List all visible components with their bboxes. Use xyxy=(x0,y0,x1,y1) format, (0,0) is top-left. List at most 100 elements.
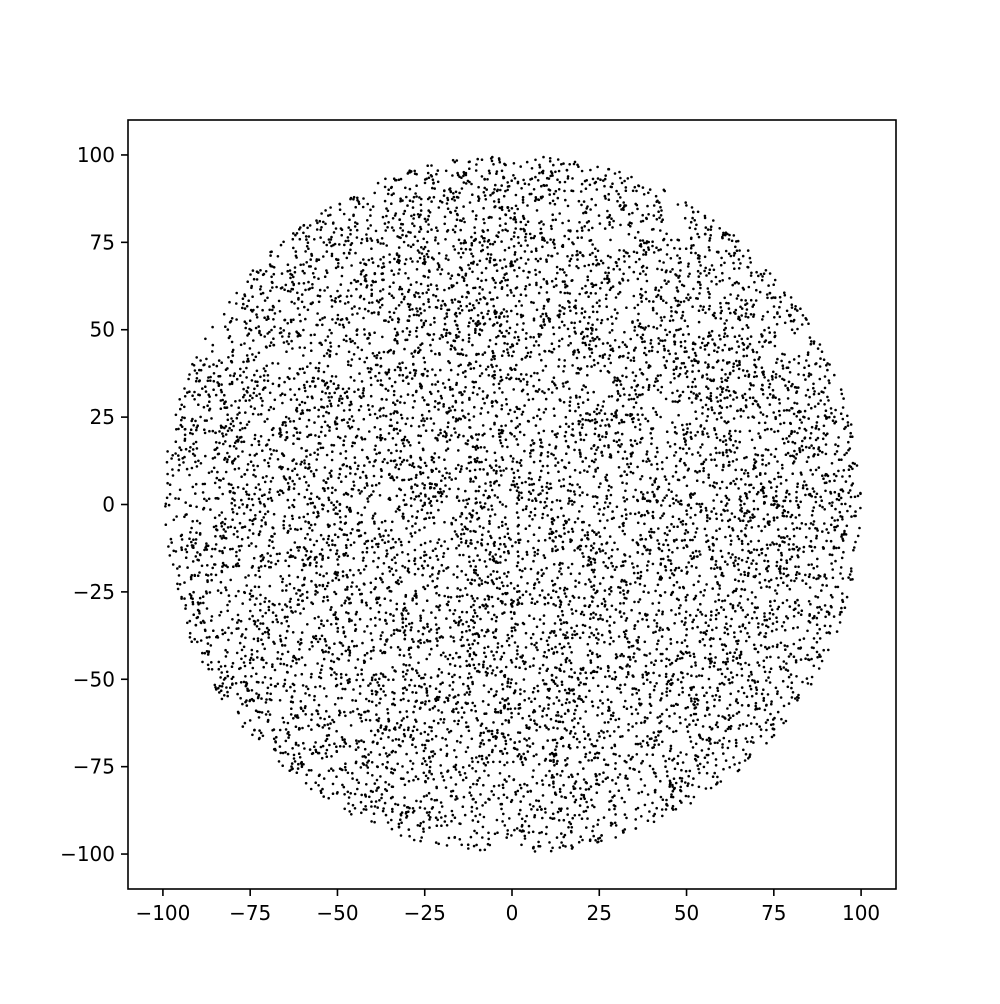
scatter-point xyxy=(586,531,589,534)
scatter-point xyxy=(588,626,592,629)
scatter-point xyxy=(843,529,846,533)
scatter-point xyxy=(566,204,570,208)
scatter-point xyxy=(419,434,423,438)
scatter-point xyxy=(301,599,305,603)
scatter-point xyxy=(506,348,509,351)
scatter-point xyxy=(806,629,809,633)
scatter-point xyxy=(814,595,817,598)
scatter-point xyxy=(822,648,825,652)
scatter-point xyxy=(454,401,458,404)
scatter-point xyxy=(184,447,188,451)
scatter-point xyxy=(762,517,766,521)
scatter-point xyxy=(700,502,704,506)
scatter-point xyxy=(538,221,541,225)
scatter-point xyxy=(541,512,545,516)
scatter-point xyxy=(666,626,669,630)
scatter-point xyxy=(526,204,529,207)
scatter-point xyxy=(781,511,785,515)
scatter-point xyxy=(524,507,528,511)
scatter-point xyxy=(398,653,402,657)
scatter-point xyxy=(485,188,489,191)
scatter-point xyxy=(341,570,345,573)
scatter-point xyxy=(578,804,582,807)
scatter-point xyxy=(191,485,195,489)
scatter-point xyxy=(280,272,284,275)
scatter-point xyxy=(404,595,408,598)
scatter-point xyxy=(695,502,699,506)
scatter-point xyxy=(784,384,787,387)
scatter-point xyxy=(404,186,407,190)
scatter-point xyxy=(418,196,421,199)
scatter-point xyxy=(654,477,658,481)
scatter-point xyxy=(623,532,626,536)
scatter-point xyxy=(248,719,252,722)
scatter-point xyxy=(184,556,188,559)
scatter-point xyxy=(194,440,198,444)
scatter-point xyxy=(751,679,754,682)
scatter-point xyxy=(662,299,665,303)
scatter-point xyxy=(794,659,798,662)
scatter-point xyxy=(776,710,780,714)
scatter-point xyxy=(478,241,482,244)
scatter-point xyxy=(350,487,354,491)
scatter-point xyxy=(358,684,362,688)
scatter-point xyxy=(510,634,514,638)
scatter-point xyxy=(666,543,670,547)
scatter-point xyxy=(480,722,484,726)
scatter-point xyxy=(286,269,290,273)
scatter-point xyxy=(590,568,594,572)
scatter-point xyxy=(282,240,285,244)
scatter-point xyxy=(729,394,732,397)
scatter-point xyxy=(355,739,358,742)
scatter-point xyxy=(221,628,224,632)
scatter-point xyxy=(411,462,415,465)
scatter-point xyxy=(717,611,720,615)
scatter-point xyxy=(549,596,553,599)
scatter-point xyxy=(259,285,263,288)
scatter-point xyxy=(785,366,789,370)
scatter-point xyxy=(481,804,484,807)
scatter-point xyxy=(796,699,799,702)
scatter-point xyxy=(392,273,396,276)
scatter-point xyxy=(217,359,221,362)
scatter-point xyxy=(569,661,573,665)
scatter-point xyxy=(704,621,708,624)
scatter-point xyxy=(523,449,526,453)
scatter-point xyxy=(574,409,577,413)
scatter-point xyxy=(357,202,361,206)
scatter-point xyxy=(230,483,233,487)
scatter-point xyxy=(317,369,320,373)
scatter-point xyxy=(764,269,768,272)
scatter-point xyxy=(340,228,344,231)
scatter-point xyxy=(334,592,338,596)
scatter-point xyxy=(781,467,784,470)
scatter-point xyxy=(623,260,626,263)
scatter-point xyxy=(418,684,421,688)
scatter-point xyxy=(679,721,682,725)
scatter-point xyxy=(683,623,686,626)
scatter-point xyxy=(812,576,815,580)
scatter-point xyxy=(452,573,456,576)
scatter-point xyxy=(463,390,466,393)
scatter-point xyxy=(793,449,796,453)
scatter-point xyxy=(454,783,458,786)
scatter-point xyxy=(305,261,309,264)
scatter-point xyxy=(244,700,247,704)
scatter-point xyxy=(573,712,576,716)
scatter-point xyxy=(441,636,445,639)
scatter-point xyxy=(708,665,712,669)
scatter-point xyxy=(719,549,723,553)
scatter-point xyxy=(363,486,367,490)
scatter-point xyxy=(619,383,623,386)
scatter-point xyxy=(381,215,385,219)
scatter-point xyxy=(689,435,693,439)
scatter-point xyxy=(538,270,541,274)
scatter-point xyxy=(789,579,793,582)
scatter-point xyxy=(464,182,468,185)
scatter-point xyxy=(556,576,559,580)
scatter-point xyxy=(677,500,680,504)
scatter-point xyxy=(402,212,406,216)
scatter-point xyxy=(575,265,578,268)
scatter-point xyxy=(452,636,455,639)
scatter-point xyxy=(767,326,771,330)
